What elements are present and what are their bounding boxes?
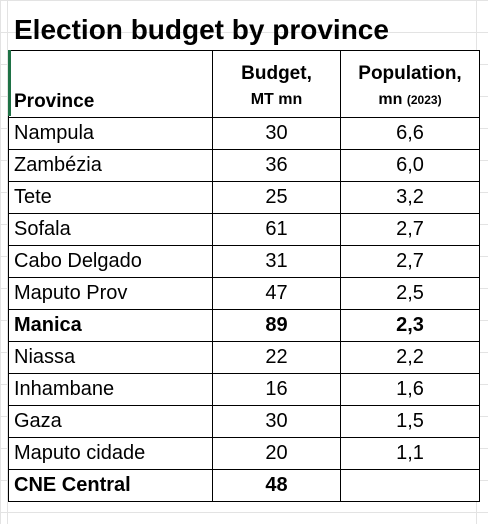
province-cell[interactable]: Gaza (8, 405, 213, 438)
province-cell[interactable]: Manica (8, 309, 213, 342)
population-cell[interactable]: 2,2 (340, 341, 480, 374)
header-province-label: Province (14, 91, 95, 112)
header-province-cell[interactable]: Province (8, 50, 213, 118)
budget-cell[interactable]: 47 (212, 277, 341, 310)
table-row: Gaza 30 1,5 (8, 405, 480, 438)
province-cell[interactable]: Cabo Delgado (8, 245, 213, 278)
budget-cell[interactable]: 20 (212, 437, 341, 470)
header-population-year: (2023) (406, 93, 442, 107)
province-cell[interactable]: Nampula (8, 117, 213, 150)
province-cell[interactable]: Inhambane (8, 373, 213, 406)
population-cell[interactable]: 6,6 (340, 117, 480, 150)
sheet-title[interactable]: Election budget by province (14, 14, 389, 45)
budget-cell[interactable]: 31 (212, 245, 341, 278)
header-population-cell[interactable]: Population, mn (2023) (340, 50, 480, 118)
province-cell[interactable]: Niassa (8, 341, 213, 374)
population-cell[interactable]: 2,7 (340, 213, 480, 246)
population-cell[interactable]: 1,6 (340, 373, 480, 406)
population-cell[interactable]: 6,0 (340, 149, 480, 182)
budget-cell[interactable]: 48 (212, 469, 341, 502)
population-cell[interactable]: 3,2 (340, 181, 480, 214)
table-body: Nampula 30 6,6 Zambézia 36 6,0 Tete 25 3… (8, 117, 480, 502)
budget-cell[interactable]: 25 (212, 181, 341, 214)
population-cell[interactable]: 2,5 (340, 277, 480, 310)
population-cell[interactable]: 1,1 (340, 437, 480, 470)
budget-cell[interactable]: 30 (212, 117, 341, 150)
province-cell[interactable]: Maputo cidade (8, 437, 213, 470)
table-row: Tete 25 3,2 (8, 181, 480, 214)
table-row: Inhambane 16 1,6 (8, 373, 480, 406)
table-row: Nampula 30 6,6 (8, 117, 480, 150)
header-row: Province Budget, MT mn Population, mn (2… (8, 50, 480, 118)
table-row: Maputo cidade 20 1,1 (8, 437, 480, 470)
province-cell[interactable]: Zambézia (8, 149, 213, 182)
population-cell[interactable]: 2,3 (340, 309, 480, 342)
table-row: Sofala 61 2,7 (8, 213, 480, 246)
header-population-unit: mn (378, 91, 403, 108)
table-row: Zambézia 36 6,0 (8, 149, 480, 182)
population-cell[interactable]: 1,5 (340, 405, 480, 438)
table-row: Niassa 22 2,2 (8, 341, 480, 374)
population-cell[interactable] (340, 469, 480, 502)
table-row: CNE Central 48 (8, 469, 480, 502)
budget-cell[interactable]: 36 (212, 149, 341, 182)
budget-cell[interactable]: 61 (212, 213, 341, 246)
header-budget-cell[interactable]: Budget, MT mn (212, 50, 341, 118)
table-row: Maputo Prov 47 2,5 (8, 277, 480, 310)
budget-cell[interactable]: 89 (212, 309, 341, 342)
budget-cell[interactable]: 16 (212, 373, 341, 406)
table-row: Manica 89 2,3 (8, 309, 480, 342)
population-cell[interactable]: 2,7 (340, 245, 480, 278)
province-cell[interactable]: CNE Central (8, 469, 213, 502)
table-row: Cabo Delgado 31 2,7 (8, 245, 480, 278)
header-population-unit-wrap: mn (2023) (342, 87, 479, 117)
budget-cell[interactable]: 22 (212, 341, 341, 374)
province-cell[interactable]: Maputo Prov (8, 277, 213, 310)
budget-table: Province Budget, MT mn Population, mn (2… (8, 50, 480, 502)
province-cell[interactable]: Tete (8, 181, 213, 214)
budget-cell[interactable]: 30 (212, 405, 341, 438)
province-cell[interactable]: Sofala (8, 213, 213, 246)
header-budget-label: Budget, (241, 63, 312, 84)
header-population-label: Population, (358, 63, 462, 84)
gridline (7, 0, 8, 524)
active-cell-marker (8, 50, 11, 116)
header-budget-unit: MT mn (250, 91, 303, 108)
